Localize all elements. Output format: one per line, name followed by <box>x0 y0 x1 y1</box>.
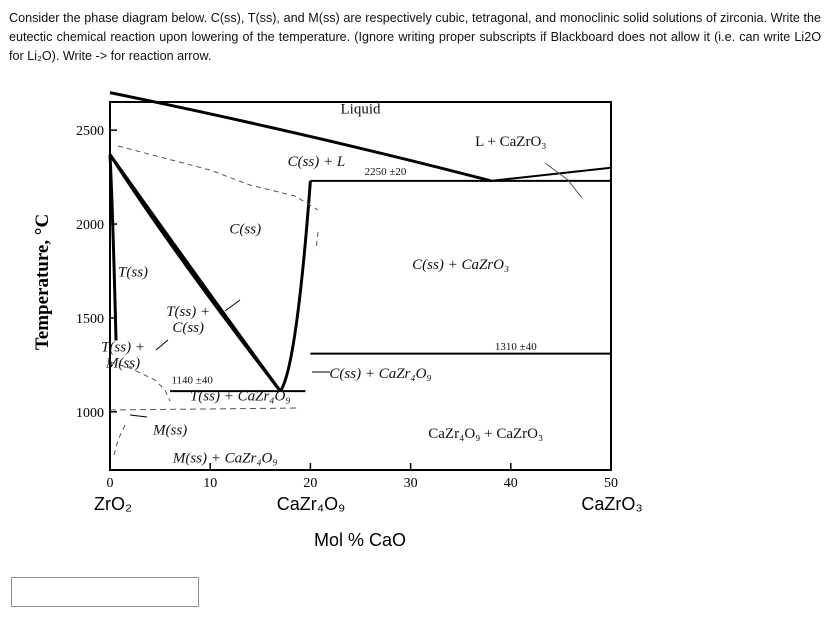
region-label-line: 1140 ±40 <box>171 375 213 387</box>
region-label-line: M(ss) <box>152 422 187 438</box>
region-label-line: M(ss) + CaZr₄O₉ <box>172 450 278 466</box>
region-label: 1140 ±40 <box>171 375 213 387</box>
x-tick-label: 0 <box>107 476 114 491</box>
region-label: 2250 ±20 <box>365 166 407 178</box>
y-tick-label: 1000 <box>76 406 104 421</box>
x-end-label-zro2: ZrO₂ <box>94 494 132 514</box>
label-pointer-mss <box>129 414 148 418</box>
phase-boundary-line <box>109 91 492 183</box>
region-label: Liquid <box>341 101 381 117</box>
phase-boundary-line <box>490 166 612 182</box>
region-label-line: M(ss) <box>105 356 140 372</box>
answer-input[interactable] <box>11 577 199 607</box>
phase-boundary-line <box>108 154 118 341</box>
region-label: T(ss) + CaZr₄O₉ <box>190 389 291 405</box>
region-label: 1310 ±40 <box>495 341 537 353</box>
x-end-label-cazr4o9: CaZr₄O₉ <box>277 494 345 514</box>
metastable-dashed-right <box>315 231 319 251</box>
region-label: C(ss) <box>229 221 261 237</box>
x-tick-label: 20 <box>303 476 317 491</box>
cazro3-dashed-arrow <box>544 162 583 199</box>
region-label: CaZr₄O₉ + CaZrO₃ <box>428 426 543 442</box>
region-label-line: L + CaZrO₃ <box>475 134 546 150</box>
x-tick-label: 10 <box>203 476 217 491</box>
t-m-boundary-dashed <box>109 361 171 402</box>
region-label-line: 1310 ±40 <box>495 341 537 353</box>
phase-diagram-chart: 0 10 20 30 40 50 1000 1500 2000 2500 Liquid L + Ca… <box>32 91 643 550</box>
region-label-line: CaZr₄O₉ + CaZrO₃ <box>428 426 543 442</box>
y-tick-label: 1500 <box>76 312 104 327</box>
region-label-line: T(ss) + <box>166 304 210 320</box>
x-tick-label: 30 <box>404 476 418 491</box>
x-end-label-cazro3: CaZrO₃ <box>581 494 642 514</box>
region-label-line: Liquid <box>341 101 381 117</box>
y-tick-label: 2000 <box>76 218 104 233</box>
m-boundary-dashed <box>109 407 301 411</box>
region-label-line: C(ss) + L <box>288 154 346 170</box>
region-label: T(ss) + M(ss) <box>101 340 145 372</box>
region-label: C(ss) + CaZr₄O₉ <box>329 366 431 382</box>
plot-frame <box>109 101 612 471</box>
m-ss-lower-dashed <box>113 424 126 456</box>
question-text: Consider the phase diagram below. C(ss),… <box>9 11 821 63</box>
region-label: M(ss) <box>152 422 187 438</box>
y-axis-label: Temperature, °C <box>32 214 53 350</box>
region-label-line: T(ss) <box>118 265 148 281</box>
x-axis-label: Mol % CaO <box>314 530 406 550</box>
region-label-line: C(ss) <box>172 320 204 336</box>
label-pointer-tss-css <box>224 299 241 312</box>
region-label-line: T(ss) + <box>101 340 145 356</box>
metastable-liquidus-dashed <box>117 145 319 211</box>
phase-boundary-line <box>279 180 312 393</box>
x-tick-label: 40 <box>504 476 518 491</box>
region-label-line: T(ss) + CaZr₄O₉ <box>190 389 291 405</box>
region-label-line: 2250 ±20 <box>365 166 407 178</box>
x-tick-label: 50 <box>604 476 618 491</box>
region-label: T(ss) + C(ss) <box>166 304 210 336</box>
phase-boundary-line <box>108 153 282 393</box>
region-label-line: C(ss) + CaZr₄O₉ <box>329 366 431 382</box>
region-label: L + CaZrO₃ <box>475 134 546 150</box>
region-label-line: C(ss) <box>229 221 261 237</box>
region-label: C(ss) + CaZrO₃ <box>412 257 509 273</box>
region-label: M(ss) + CaZr₄O₉ <box>172 450 278 466</box>
region-label-line: C(ss) + CaZrO₃ <box>412 257 509 273</box>
label-pointer-tss-mss <box>155 339 169 351</box>
region-label: T(ss) <box>118 265 148 281</box>
region-label: C(ss) + L <box>288 154 346 170</box>
y-tick-label: 2500 <box>76 124 104 139</box>
